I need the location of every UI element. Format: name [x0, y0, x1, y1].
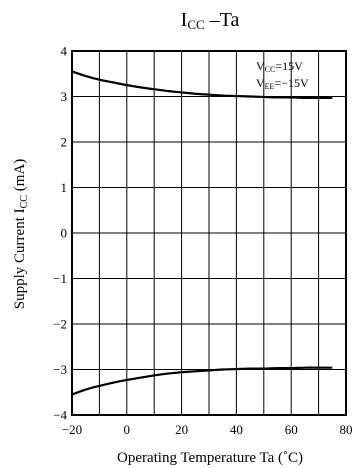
- vee-main: V: [256, 76, 265, 90]
- x-tick-label: 60: [285, 422, 298, 437]
- ylabel-subscript: CC: [19, 195, 30, 209]
- positive-supply-curve: [71, 70, 333, 99]
- y-tick-label: 2: [61, 135, 68, 150]
- negative-supply-curve: [71, 366, 333, 396]
- vcc-annotation: VCC=15V: [256, 59, 303, 74]
- y-tick-label: −1: [53, 271, 67, 286]
- ylabel-main: Supply Current I: [12, 208, 28, 309]
- title-main: I: [181, 9, 188, 31]
- x-tick-label: 20: [175, 422, 188, 437]
- x-tick-label: −20: [62, 422, 82, 437]
- vee-value: =−15V: [274, 76, 309, 90]
- x-tick-label: 80: [340, 422, 353, 437]
- vee-annotation: VEE=−15V: [256, 76, 309, 91]
- vee-subscript: EE: [265, 82, 275, 91]
- tick-labels: −20 0 20 40 60 80 4 3 2 1 0 −1 −2 −3 −4: [53, 44, 352, 438]
- condition-annotation: VCC=15V VEE=−15V: [256, 59, 309, 91]
- y-tick-label: −3: [53, 362, 67, 377]
- x-axis-label: Operating Temperature Ta (˚C): [117, 450, 303, 466]
- vcc-main: V: [256, 59, 265, 73]
- y-tick-label: 3: [61, 89, 68, 104]
- title-subscript: CC: [187, 17, 204, 32]
- y-tick-label: 4: [61, 44, 68, 59]
- grid: [72, 51, 346, 415]
- vcc-value: =15V: [275, 59, 303, 73]
- x-tick-label: 40: [230, 422, 243, 437]
- x-tick-label: 0: [124, 422, 131, 437]
- y-tick-label: 1: [61, 180, 68, 195]
- y-axis-label: Supply Current ICC (mA): [12, 159, 30, 309]
- plot-frame: [71, 50, 347, 416]
- y-tick-label: −2: [53, 317, 67, 332]
- y-tick-label: 0: [61, 226, 68, 241]
- title-tail: –Ta: [205, 9, 240, 31]
- ylabel-tail: (mA): [12, 159, 28, 195]
- y-tick-label: −4: [53, 408, 67, 423]
- series-layer: [71, 70, 333, 396]
- chart-title: ICC –Ta: [181, 9, 240, 32]
- vcc-subscript: CC: [265, 65, 276, 74]
